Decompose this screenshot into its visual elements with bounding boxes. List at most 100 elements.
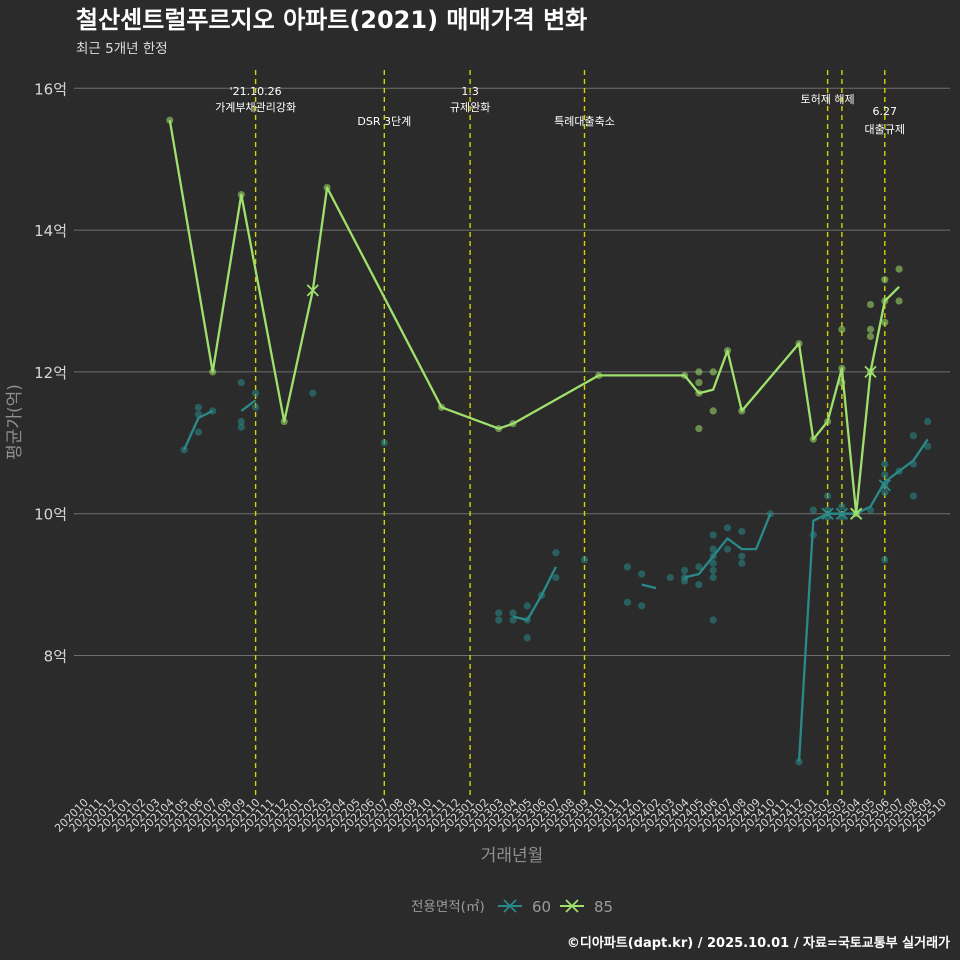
series-line-60-3: [641, 583, 657, 590]
legend: 전용면적(㎡) 60 85: [411, 898, 613, 916]
data-point-60-61: [909, 432, 918, 440]
data-point-60-33: [709, 531, 717, 539]
event-label-202301-0: 1.3: [461, 85, 479, 98]
legend-label-60: 60: [532, 898, 551, 916]
data-point-60-52: [838, 503, 846, 511]
data-point-60-42: [738, 527, 746, 536]
legend-item-60: 60: [498, 898, 551, 916]
y-tick-label-10: 10억: [34, 506, 67, 524]
data-point-60-20: [552, 549, 560, 557]
y-tick-label-16: 16억: [34, 80, 67, 98]
data-point-60-26: [638, 602, 646, 610]
data-point-60-24: [623, 598, 632, 606]
data-point-60-59: [881, 556, 889, 564]
x-marker-60-3: [878, 479, 891, 492]
series-line-60-1: [240, 399, 257, 412]
data-point-60-16: [523, 602, 531, 610]
series-60: [180, 378, 932, 766]
y-tick-label-8: 8억: [44, 648, 67, 666]
x-marker-60-0: [821, 507, 834, 520]
x-marker-stroke-b: [878, 479, 891, 492]
data-point-60-22: [580, 556, 589, 564]
data-point-60-9: [252, 403, 260, 411]
data-point-60-31: [695, 563, 703, 571]
chart-caption: ©디아파트(dapt.kr) / 2025.10.01 / 자료=국토교통부 실…: [567, 935, 950, 951]
data-point-60-15: [509, 616, 517, 624]
data-point-60-38: [709, 573, 717, 582]
data-point-60-64: [924, 417, 932, 426]
data-point-85-21: [838, 325, 846, 333]
data-point-60-55: [881, 460, 889, 468]
data-point-85-26: [866, 325, 875, 333]
data-point-85-29: [881, 276, 889, 284]
data-point-60-49: [824, 492, 832, 500]
x-axis-title: 거래년월: [481, 846, 544, 866]
data-point-60-3: [194, 428, 202, 436]
series-layer: [166, 116, 932, 766]
x-marker-60-1: [835, 507, 849, 520]
event-label-202110-0: '21.10.26: [230, 85, 282, 98]
data-point-60-40: [723, 524, 732, 532]
data-point-60-37: [709, 566, 717, 575]
data-point-85-25: [866, 300, 875, 309]
legend-key-x-b-85: [565, 899, 579, 913]
data-point-60-43: [738, 552, 746, 560]
event-label-202207-0: DSR 3단계: [357, 115, 411, 128]
data-point-85-31: [881, 318, 889, 326]
data-point-60-23: [623, 563, 632, 571]
data-point-85-10: [695, 368, 703, 376]
data-point-85-15: [709, 407, 717, 415]
series-line-60-5: [797, 438, 929, 762]
data-point-60-25: [638, 570, 646, 578]
data-point-85-27: [866, 332, 875, 341]
data-point-60-47: [809, 506, 817, 514]
data-point-60-13: [495, 616, 503, 624]
axis-layer: 8억10억12억14억16억20201020201120201220210120…: [34, 80, 949, 835]
legend-title: 전용면적(㎡): [411, 899, 485, 915]
data-point-85-32: [895, 265, 903, 273]
event-label-202110-1: 가계부채관리강화: [215, 101, 296, 114]
data-point-60-58: [881, 488, 889, 497]
data-point-60-8: [252, 389, 260, 397]
legend-key-x-b-60: [503, 899, 517, 913]
data-point-60-65: [924, 442, 932, 450]
x-marker-85-1: [850, 507, 863, 520]
y-tick-label-14: 14억: [34, 222, 67, 240]
data-point-60-63: [909, 492, 918, 500]
chart-title: 철산센트럴푸르지오 아파트(2021) 매매가격 변화: [76, 6, 587, 34]
data-point-60-12: [495, 609, 503, 617]
data-point-60-41: [723, 545, 732, 553]
data-point-60-14: [509, 609, 517, 617]
event-label-202309-0: 특례대출축소: [554, 115, 615, 128]
data-point-60-7: [237, 423, 245, 431]
event-label-202506-0: 6.27: [873, 105, 898, 118]
series-line-60-2: [512, 566, 557, 622]
data-point-60-30: [681, 577, 689, 585]
y-axis-title: 평균가(억): [5, 384, 25, 460]
data-point-60-56: [881, 471, 889, 479]
x-marker-stroke-b: [821, 507, 834, 520]
data-point-60-36: [709, 559, 717, 567]
data-point-85-33: [895, 297, 903, 305]
data-point-60-32: [695, 581, 703, 589]
chart-subtitle: 최근 5개년 한정: [76, 41, 168, 57]
event-label-202506-1: 대출규제: [865, 123, 905, 136]
legend-items: 60 85: [498, 898, 613, 916]
data-point-60-6: [237, 417, 245, 426]
series-85: [166, 116, 903, 520]
x-marker-stroke-b: [835, 507, 849, 520]
data-point-60-18: [523, 634, 531, 642]
data-point-60-1: [194, 403, 202, 411]
event-label-202301-1: 규제완화: [450, 101, 490, 114]
data-point-85-11: [695, 378, 703, 387]
data-point-60-5: [237, 378, 245, 387]
data-point-85-13: [695, 425, 703, 433]
data-point-60-21: [552, 573, 560, 582]
data-point-60-10: [309, 389, 317, 397]
x-marker-stroke-b: [864, 365, 877, 379]
data-point-85-14: [709, 368, 717, 376]
